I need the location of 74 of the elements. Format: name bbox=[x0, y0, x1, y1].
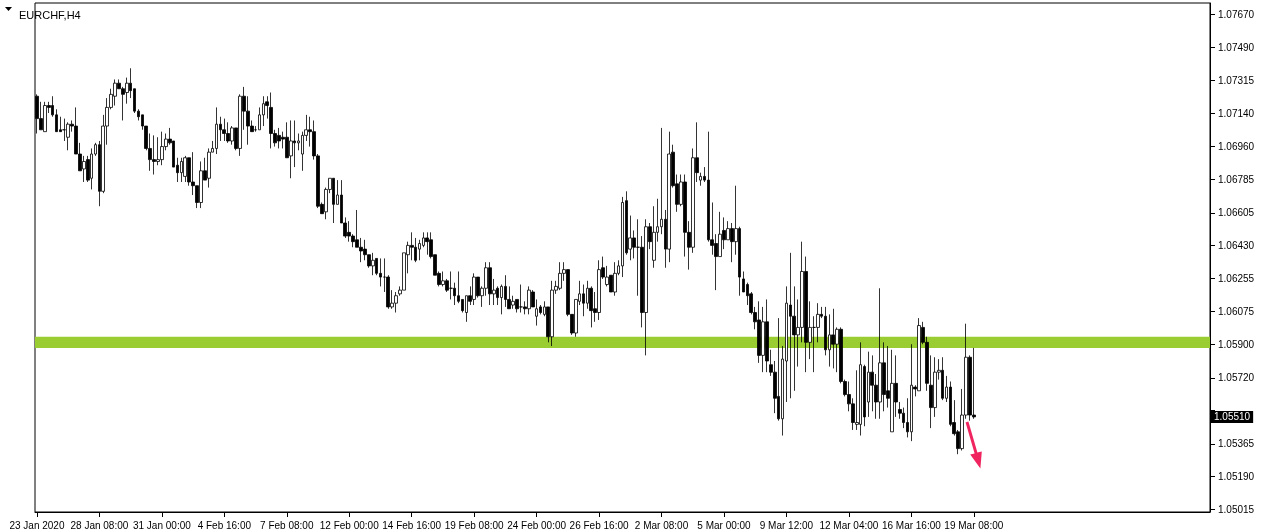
candlestick bbox=[277, 127, 281, 149]
x-tick-label: 31 Jan 00:00 bbox=[132, 519, 192, 531]
candlestick bbox=[66, 121, 70, 151]
y-tick-label: 1.06785 bbox=[1218, 173, 1255, 185]
x-tick-label: 16 Mar 16:00 bbox=[881, 519, 942, 531]
y-tick-label: 1.07490 bbox=[1218, 42, 1255, 54]
y-tick-label: 1.07140 bbox=[1218, 107, 1255, 119]
x-tick-label: 28 Jan 08:00 bbox=[70, 519, 129, 531]
candlestick bbox=[289, 120, 293, 179]
x-tick-label: 12 Mar 04:00 bbox=[819, 519, 879, 531]
y-tick-label: 1.07315 bbox=[1218, 74, 1255, 86]
candlestick bbox=[222, 118, 226, 142]
candlestick bbox=[183, 155, 187, 183]
x-tick-label: 2 Mar 08:00 bbox=[634, 519, 689, 531]
x-tick-label: 19 Mar 08:00 bbox=[944, 519, 1004, 531]
y-tick-label: 1.06075 bbox=[1218, 306, 1255, 318]
candlestick bbox=[765, 299, 769, 373]
candlestick bbox=[332, 177, 335, 224]
x-tick-label: 7 Feb 08:00 bbox=[260, 519, 314, 531]
y-tick-label: 1.05365 bbox=[1218, 438, 1255, 450]
candlestick bbox=[199, 161, 203, 209]
candlestick bbox=[789, 252, 792, 399]
candlestick bbox=[917, 317, 921, 392]
y-tick-label: 1.06255 bbox=[1218, 272, 1255, 284]
candlestick bbox=[488, 261, 492, 306]
candlestick bbox=[425, 231, 429, 256]
candlestick bbox=[226, 121, 230, 144]
x-tick-label: 23 Jan 2020 bbox=[9, 519, 65, 531]
candlestick bbox=[180, 157, 183, 183]
x-tick-label: 5 Mar 00:00 bbox=[697, 519, 752, 531]
candlestick bbox=[113, 79, 117, 106]
x-tick-label: 14 Feb 16:00 bbox=[382, 519, 442, 531]
candlestick bbox=[558, 261, 562, 291]
candlestick bbox=[262, 95, 265, 127]
candlestick bbox=[152, 134, 156, 175]
candlestick bbox=[941, 356, 944, 401]
x-tick-label: 9 Mar 12:00 bbox=[759, 519, 814, 531]
candlestick bbox=[527, 286, 531, 315]
text: 1.05510 bbox=[1214, 411, 1251, 423]
candlestick bbox=[597, 259, 601, 321]
candlestick bbox=[550, 280, 554, 347]
candlestick bbox=[43, 101, 47, 133]
candlestick bbox=[371, 252, 375, 276]
candlestick bbox=[472, 272, 476, 306]
candlestick bbox=[519, 284, 523, 313]
candlestick bbox=[582, 284, 585, 317]
x-tick-label: 19 Feb 08:00 bbox=[444, 519, 505, 531]
y-tick-label: 1.06430 bbox=[1218, 239, 1255, 251]
candlestick bbox=[890, 349, 894, 433]
candlestick bbox=[347, 220, 351, 243]
candlestick bbox=[972, 347, 976, 420]
x-tick-label: 26 Feb 16:00 bbox=[569, 519, 629, 531]
y-tick-label: 1.06960 bbox=[1218, 141, 1255, 153]
candlestick bbox=[269, 92, 273, 149]
candlestick bbox=[644, 218, 648, 356]
candlestick bbox=[230, 125, 234, 146]
x-tick-label: 4 Feb 16:00 bbox=[197, 519, 252, 531]
y-tick-label: 1.05720 bbox=[1218, 372, 1255, 384]
y-tick-label: 1.07670 bbox=[1218, 8, 1255, 20]
x-tick-label: 12 Feb 00:00 bbox=[319, 519, 380, 531]
candlestick bbox=[160, 131, 164, 166]
candlestick bbox=[613, 261, 617, 297]
candlestick bbox=[379, 258, 382, 287]
y-tick-label: 1.06605 bbox=[1218, 207, 1255, 219]
candlestick bbox=[215, 107, 218, 155]
y-tick-label: 1.05900 bbox=[1218, 338, 1255, 350]
candlestick bbox=[859, 341, 862, 436]
y-tick-label: 1.05015 bbox=[1218, 503, 1255, 515]
text: EURCHF,H4 bbox=[19, 8, 81, 21]
candlestick bbox=[910, 343, 913, 442]
x-tick-label: 24 Feb 00:00 bbox=[507, 519, 567, 531]
candlestick bbox=[878, 287, 882, 420]
candlestick bbox=[831, 308, 835, 369]
y-tick-label: 1.05190 bbox=[1218, 471, 1255, 483]
